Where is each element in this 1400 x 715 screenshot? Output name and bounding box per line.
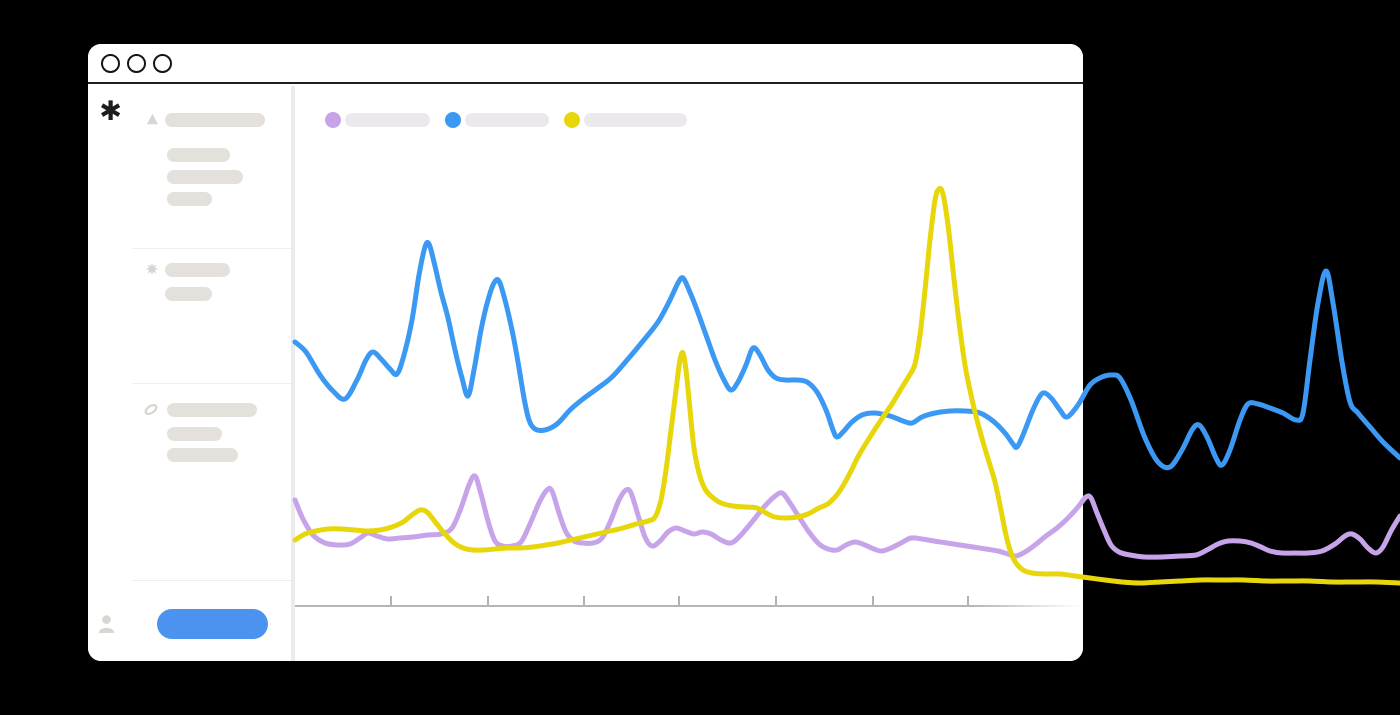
yellow-series-dot-icon bbox=[564, 112, 580, 128]
chart-area bbox=[295, 86, 1083, 661]
sidebar-skeleton-text-bar bbox=[167, 427, 222, 441]
legend-label-skeleton-bar bbox=[345, 113, 430, 127]
nav-rail: ✱ bbox=[88, 86, 134, 661]
pen-oval-icon bbox=[144, 403, 158, 416]
triangle-icon bbox=[146, 113, 159, 125]
x-axis-line bbox=[295, 605, 1081, 607]
sidebar-section-3-header-bar bbox=[167, 403, 257, 417]
titlebar bbox=[88, 44, 1083, 84]
app-logo-icon: ✱ bbox=[99, 96, 122, 127]
purple-series-dot-icon bbox=[325, 112, 341, 128]
chart-legend bbox=[325, 112, 687, 128]
sidebar-skeleton-text-bar bbox=[167, 148, 230, 162]
axis-tick bbox=[967, 596, 969, 605]
sidebar-divider bbox=[133, 580, 291, 581]
sidebar-cta-button[interactable] bbox=[157, 609, 268, 639]
legend-item-purple[interactable] bbox=[325, 112, 430, 128]
axis-tick bbox=[390, 596, 392, 605]
axis-tick bbox=[775, 596, 777, 605]
sidebar-skeleton-text-bar bbox=[167, 170, 243, 184]
sidebar bbox=[133, 86, 295, 661]
blue-series-dot-icon bbox=[445, 112, 461, 128]
app-window: ✱ bbox=[88, 44, 1083, 661]
sidebar-section-2-header-bar bbox=[165, 263, 230, 277]
star-burst-icon bbox=[145, 262, 159, 276]
axis-tick bbox=[872, 596, 874, 605]
legend-label-skeleton-bar bbox=[584, 113, 687, 127]
sidebar-skeleton-text-bar bbox=[165, 287, 212, 301]
traffic-light-minimize[interactable] bbox=[127, 53, 146, 73]
user-avatar-icon[interactable] bbox=[98, 615, 115, 633]
axis-tick bbox=[487, 596, 489, 605]
axis-tick bbox=[678, 596, 680, 605]
traffic-light-maximize[interactable] bbox=[153, 53, 172, 73]
legend-label-skeleton-bar bbox=[465, 113, 549, 127]
sidebar-skeleton-text-bar bbox=[167, 448, 238, 462]
sidebar-divider bbox=[133, 248, 291, 249]
sidebar-divider bbox=[133, 383, 291, 384]
axis-tick bbox=[583, 596, 585, 605]
legend-item-blue[interactable] bbox=[445, 112, 549, 128]
sidebar-skeleton-text-bar bbox=[167, 192, 212, 206]
sidebar-section-1-header-bar bbox=[165, 113, 265, 127]
traffic-light-close[interactable] bbox=[101, 53, 120, 73]
legend-item-yellow[interactable] bbox=[564, 112, 687, 128]
